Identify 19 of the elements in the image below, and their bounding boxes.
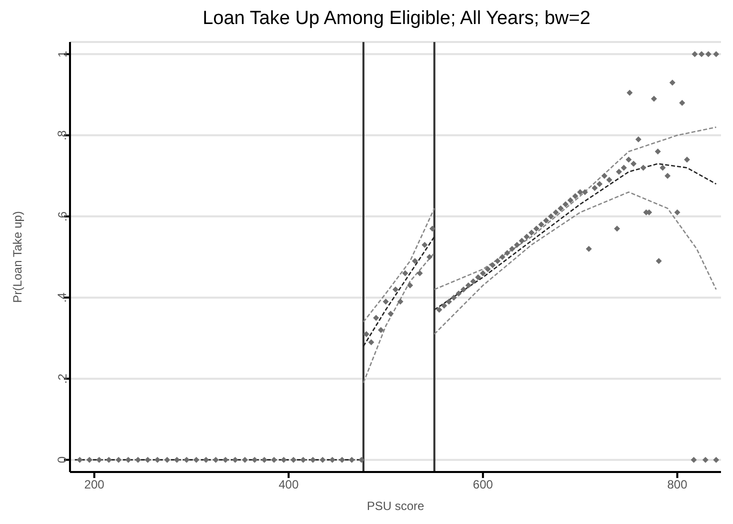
y-tick-label: 1 (55, 50, 70, 58)
line-series (362, 208, 436, 323)
line-series (362, 236, 436, 347)
y-tick-label: .2 (55, 373, 70, 384)
line-series (362, 252, 436, 384)
y-tick-label: .6 (55, 211, 70, 222)
y-tick-label: .4 (55, 292, 70, 303)
line-series (434, 191, 717, 335)
y-tick-label: 0 (55, 456, 70, 464)
x-tick-label: 400 (278, 478, 299, 492)
x-axis-title: PSU score (366, 499, 424, 513)
x-tick-label: 800 (667, 478, 688, 492)
chart-title: Loan Take Up Among Eligible; All Years; bw=2 (202, 8, 592, 31)
x-tick-label: 600 (472, 478, 494, 492)
line-series (434, 163, 717, 310)
line-series (434, 126, 717, 290)
y-tick-label: .8 (55, 130, 70, 140)
y-axis-title: Pr(Loan Take up) (10, 211, 24, 303)
x-tick-label: 200 (84, 478, 105, 492)
